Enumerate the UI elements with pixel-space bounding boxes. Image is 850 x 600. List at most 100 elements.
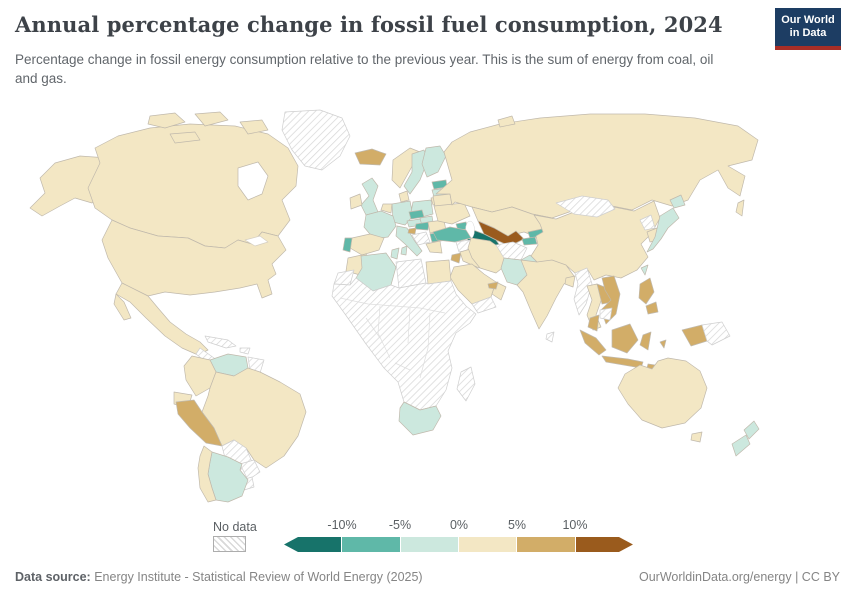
country-myanmar[interactable] [573, 267, 593, 316]
owid-logo-accent [775, 46, 841, 50]
country-malaysia-borneo[interactable] [611, 323, 639, 354]
country-finland[interactable] [421, 145, 447, 178]
country-canada-arctic[interactable] [239, 119, 269, 135]
region-benelux[interactable] [380, 203, 393, 214]
legend-tick: -5% [388, 518, 412, 532]
country-indonesia-sulawesi[interactable] [639, 331, 652, 351]
no-data-swatch[interactable] [213, 536, 246, 552]
country-japan-hokkaido[interactable] [669, 194, 686, 209]
owid-logo[interactable]: Our World in Data [775, 8, 841, 50]
country-mongolia[interactable] [555, 195, 616, 218]
data-source-label: Data source: [15, 570, 91, 584]
legend-color-bar [284, 537, 633, 552]
country-sri-lanka[interactable] [545, 331, 555, 343]
country-australia-tasmania[interactable] [690, 431, 703, 443]
world-map [0, 108, 850, 508]
great-lakes [244, 235, 269, 247]
country-tajikistan[interactable] [521, 236, 538, 246]
country-france[interactable] [363, 210, 397, 240]
country-hispaniola[interactable] [239, 347, 251, 355]
country-bangladesh[interactable] [564, 275, 576, 288]
country-sweden[interactable] [403, 149, 429, 195]
country-malaysia-peninsula[interactable] [587, 314, 600, 332]
country-japan-honshu[interactable] [646, 207, 680, 253]
legend-tick: 10% [562, 518, 588, 532]
country-north-korea[interactable] [639, 214, 656, 231]
legend-tick: 0% [449, 518, 469, 532]
chart-footer: Data source: Energy Institute - Statisti… [15, 570, 840, 584]
country-greece[interactable] [425, 240, 443, 254]
africa-internal-borders [339, 297, 446, 379]
country-uae[interactable] [487, 281, 499, 290]
country-philippines-mindanao[interactable] [645, 301, 659, 315]
country-philippines[interactable] [638, 277, 655, 305]
legend-segment--5-0[interactable] [399, 537, 458, 552]
data-source: Data source: Energy Institute - Statisti… [15, 570, 423, 584]
legend-segment-5-10[interactable] [516, 537, 575, 552]
legend-segment-0-5[interactable] [457, 537, 517, 552]
country-madagascar[interactable] [456, 366, 476, 402]
country-western-sahara[interactable] [333, 269, 355, 286]
country-italy-sardinia[interactable] [400, 245, 408, 256]
legend-segment--10--5[interactable] [341, 537, 400, 552]
country-canada-arctic[interactable] [147, 112, 186, 129]
legend-tick: 5% [507, 518, 527, 532]
country-ukraine[interactable] [433, 202, 471, 225]
owid-logo-text: Our World in Data [775, 8, 841, 46]
country-taiwan[interactable] [640, 264, 649, 276]
country-canada-arctic[interactable] [194, 111, 229, 127]
country-chile[interactable] [197, 445, 217, 503]
legend-ticks: -10% -5% 0% 5% 10% [284, 518, 633, 535]
data-source-text: Energy Institute - Statistical Review of… [90, 570, 423, 584]
country-yemen[interactable] [471, 296, 497, 314]
country-spain[interactable] [349, 233, 385, 256]
country-iran[interactable] [467, 237, 507, 274]
country-indonesia-maluku[interactable] [659, 339, 667, 349]
page-title: Annual percentage change in fossil fuel … [15, 12, 723, 37]
legend-bar: -10% -5% 0% 5% 10% [284, 518, 633, 552]
legend-no-data[interactable]: No data [213, 520, 263, 552]
legend-segment-gt10[interactable] [575, 537, 633, 552]
no-data-label: No data [213, 520, 257, 534]
country-indonesia-java[interactable] [601, 355, 644, 369]
map-legend: No data -10% -5% 0% 5% 10% [213, 514, 633, 552]
country-slovenia[interactable] [407, 227, 417, 235]
region-africa-central[interactable] [331, 277, 477, 411]
country-paraguay[interactable] [239, 459, 261, 481]
country-papua-new-guinea[interactable] [701, 321, 731, 346]
country-australia[interactable] [617, 357, 708, 429]
country-new-zealand-north[interactable] [743, 420, 760, 440]
country-egypt[interactable] [425, 259, 452, 285]
legend-tick: -10% [327, 518, 357, 532]
country-tunisia[interactable] [390, 247, 400, 260]
country-cambodia[interactable] [599, 307, 613, 321]
country-india[interactable] [516, 259, 575, 330]
country-usa[interactable] [101, 219, 287, 299]
world-map-svg [29, 109, 760, 503]
country-indonesia-sumatra[interactable] [579, 329, 607, 356]
country-ireland[interactable] [349, 193, 363, 210]
country-portugal[interactable] [342, 237, 353, 253]
country-uk[interactable] [360, 177, 379, 216]
country-denmark[interactable] [398, 190, 410, 203]
country-new-zealand-south[interactable] [731, 434, 751, 457]
region-balkans[interactable] [411, 231, 431, 246]
country-afghanistan[interactable] [495, 241, 528, 261]
country-iceland[interactable] [354, 148, 387, 166]
country-mexico-baja[interactable] [113, 293, 132, 321]
country-greenland[interactable] [281, 109, 351, 171]
country-colombia[interactable] [183, 355, 217, 397]
country-south-africa[interactable] [398, 401, 442, 436]
country-russia-novaya-zemlya[interactable] [497, 115, 516, 128]
country-cuba[interactable] [204, 335, 237, 349]
country-hungary[interactable] [414, 221, 430, 231]
country-canada-arctic[interactable] [169, 131, 201, 144]
owid-credit-link[interactable]: OurWorldinData.org/energy | CC BY [638, 570, 840, 584]
chart-subtitle: Percentage change in fossil energy consu… [15, 52, 714, 86]
legend-segment-lt-10[interactable] [284, 537, 342, 552]
country-italy[interactable] [395, 225, 423, 257]
country-russia-sakhalin[interactable] [735, 199, 745, 217]
country-brazil[interactable] [201, 367, 307, 469]
country-jordan[interactable] [450, 252, 462, 264]
